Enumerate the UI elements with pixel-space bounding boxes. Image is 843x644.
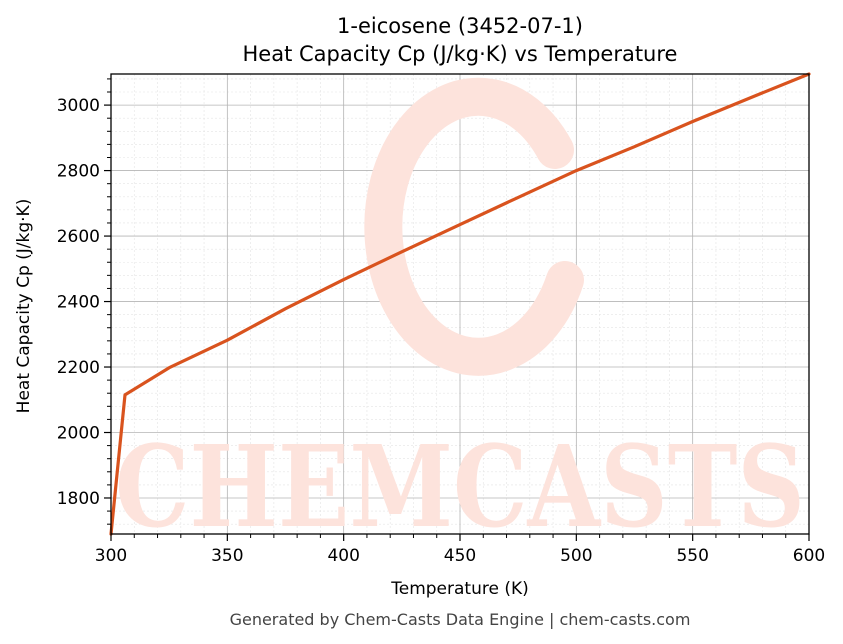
x-axis-label: Temperature (K) (390, 579, 529, 599)
x-tick-label: 450 (444, 546, 476, 566)
x-tick-label: 350 (211, 546, 243, 566)
watermark-text: CHEMCASTS (115, 422, 805, 553)
y-axis-label: Heat Capacity Cp (J/kg·K) (14, 199, 34, 414)
series-layer (109, 72, 811, 536)
x-tick-label: 500 (560, 546, 592, 566)
chart-title: 1-eicosene (3452-07-1) (337, 14, 583, 38)
y-tick-label: 1800 (57, 489, 100, 509)
chart-subtitle: Heat Capacity Cp (J/kg·K) vs Temperature (243, 42, 678, 66)
y-tick-label: 3000 (57, 96, 100, 116)
watermark: CHEMCASTS (115, 77, 805, 553)
footer-credit: Generated by Chem-Casts Data Engine | ch… (230, 610, 691, 629)
x-tick-label: 550 (676, 546, 708, 566)
y-tick-label: 2400 (57, 293, 100, 313)
y-tick-label: 2000 (57, 424, 100, 444)
x-tick-label: 600 (793, 546, 825, 566)
x-tick-label: 300 (95, 546, 127, 566)
y-tick-label: 2600 (57, 227, 100, 247)
watermark-logo (364, 77, 584, 376)
y-axis-ticks: 1800 2000 2200 2400 2600 2800 3000 (57, 78, 111, 525)
series-line (109, 72, 811, 536)
x-tick-label: 400 (327, 546, 359, 566)
y-tick-label: 2800 (57, 162, 100, 182)
x-axis-ticks: 300 350 400 450 500 550 600 (95, 534, 825, 566)
y-tick-label: 2200 (57, 358, 100, 378)
